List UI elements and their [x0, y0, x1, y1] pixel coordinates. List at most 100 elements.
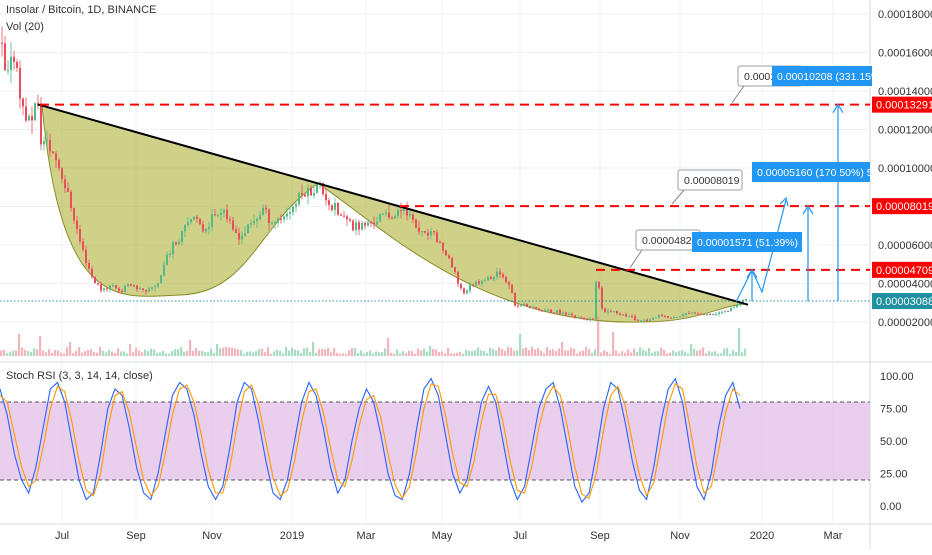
candle-body [517, 305, 519, 307]
candle-body [64, 179, 66, 189]
candle-body [406, 207, 408, 216]
candle-body [652, 317, 654, 320]
candle-body [259, 214, 261, 220]
x-tick-label: May [432, 530, 453, 542]
candle-body [541, 310, 543, 312]
volume-bar [381, 351, 384, 356]
candle-body [313, 192, 315, 196]
candle-body [532, 307, 534, 309]
candle-body [667, 316, 669, 318]
volume-bar [501, 349, 504, 356]
candle-body [514, 292, 516, 306]
volume-bar [660, 347, 663, 356]
candle-body [37, 103, 39, 106]
candle-body [298, 193, 300, 205]
candle-body [454, 267, 456, 272]
volume-bar [303, 348, 306, 356]
volume-bar [597, 316, 600, 356]
y-tick-label: 0.00012000 [878, 125, 932, 137]
candle-body [145, 289, 147, 292]
candle-body [340, 214, 342, 216]
callout-leader [731, 85, 745, 103]
volume-bar [711, 352, 714, 356]
candle-body [727, 310, 729, 312]
volume-bar [474, 350, 477, 356]
volume-bar [195, 347, 198, 356]
candle-body [529, 306, 531, 309]
callout-leader [671, 189, 685, 205]
volume-bar [687, 353, 690, 356]
volume-bar [375, 351, 378, 356]
volume-bar [219, 348, 222, 356]
candle-body [247, 224, 249, 234]
volume-bar [168, 353, 171, 356]
candle-body [286, 213, 288, 217]
volume-bar [486, 353, 489, 356]
candle-body [283, 216, 285, 220]
volume-bar [519, 334, 522, 356]
candle-body [412, 214, 414, 220]
candle-body [277, 219, 279, 223]
candle-body [316, 183, 318, 193]
volume-bar [654, 351, 657, 356]
volume-bar [591, 352, 594, 356]
volume-bar [639, 347, 642, 356]
measure-label-box [752, 162, 870, 182]
candle-body [352, 220, 354, 231]
volume-bar [408, 350, 411, 356]
volume-bar [0, 350, 3, 356]
candle-body [418, 227, 420, 232]
candle-body [322, 183, 324, 195]
volume-bar [684, 351, 687, 356]
volume-bar [705, 353, 708, 356]
candle-body [433, 231, 435, 233]
volume-bar [249, 351, 252, 356]
volume-bar [345, 353, 348, 356]
volume-bar [666, 353, 669, 356]
volume-bar [441, 351, 444, 356]
candle-body [253, 221, 255, 224]
volume-bars [0, 316, 747, 356]
y-tick-label: 0.00016000 [878, 48, 932, 60]
chart-title: Insolar / Bitcoin, 1D, BINANCE [6, 4, 157, 16]
volume-bar [492, 349, 495, 356]
candle-body [601, 287, 603, 309]
volume-bar [465, 349, 468, 356]
candle-body [172, 242, 174, 254]
volume-bar [390, 352, 393, 356]
candle-body [679, 316, 681, 318]
candle-body [538, 308, 540, 311]
volume-bar [462, 353, 465, 356]
candle-body [643, 319, 645, 321]
candle-body [88, 262, 90, 269]
candle-body [559, 310, 561, 314]
volume-bar [444, 353, 447, 356]
volume-bar [267, 347, 270, 356]
volume-bar [480, 350, 483, 356]
volume-bar [732, 350, 735, 356]
candle-body [22, 98, 24, 107]
candle-body [649, 319, 651, 322]
candle-body [34, 103, 36, 121]
volume-bar [618, 353, 621, 356]
target-levels [0, 103, 870, 306]
volume-bar [534, 349, 537, 356]
volume-bar [153, 349, 156, 356]
candle-body [706, 314, 708, 316]
x-tick-label: 2019 [280, 530, 304, 542]
candle-body [436, 232, 438, 242]
candle-body [7, 70, 9, 72]
volume-bar [351, 348, 354, 356]
volume-bar [234, 348, 237, 356]
candle-body [370, 222, 372, 224]
volume-bar [318, 348, 321, 356]
volume-bar [411, 351, 414, 356]
measure-arrow-head [832, 103, 844, 113]
volume-bar [27, 351, 30, 356]
candle-body [49, 139, 51, 152]
candle-body [400, 210, 402, 212]
volume-bar [678, 351, 681, 356]
volume-bar [276, 349, 279, 356]
candle-body [640, 320, 642, 322]
